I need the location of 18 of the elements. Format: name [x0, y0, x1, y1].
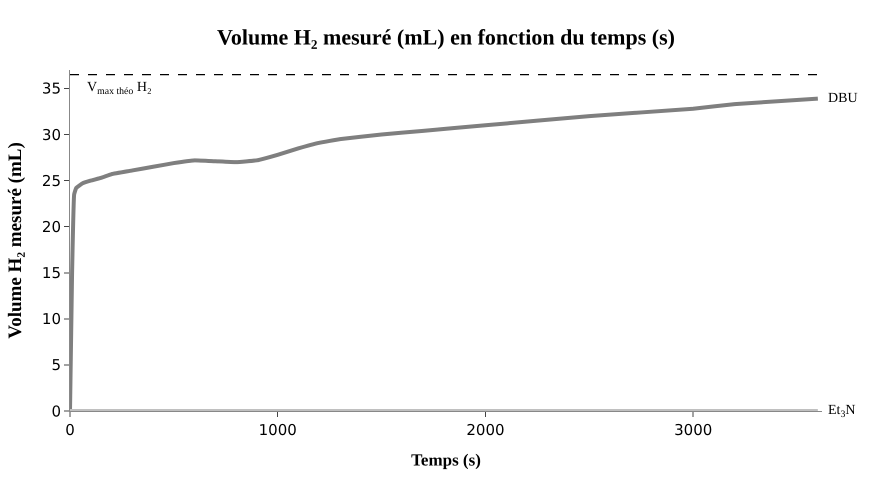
series-label: DBU	[828, 91, 858, 106]
y-tick-label: 5	[51, 356, 61, 374]
y-tick-label: 0	[51, 402, 61, 420]
series-label: Et$_{3}$N	[828, 403, 856, 420]
y-tick-label: 35	[42, 80, 61, 98]
x-axis-title: Temps (s)	[411, 450, 481, 470]
x-tick-label: 2000	[466, 421, 505, 439]
y-tick-label: 25	[42, 172, 61, 190]
y-tick-label: 15	[42, 264, 61, 282]
ref-line-label: V$_{max théo}$ H₂	[87, 80, 152, 97]
y-axis-title: Volume H₂ mesuré (mL)	[4, 142, 26, 339]
y-tick-label: 30	[42, 126, 61, 144]
x-tick-label: 1000	[258, 421, 297, 439]
y-tick-label: 20	[42, 218, 61, 236]
y-tick-label: 10	[42, 310, 61, 328]
x-tick-label: 0	[65, 421, 75, 439]
chart-title: Volume H₂ mesuré (mL) en fonction du temps (s)	[217, 24, 675, 50]
x-tick-label: 3000	[674, 421, 712, 439]
